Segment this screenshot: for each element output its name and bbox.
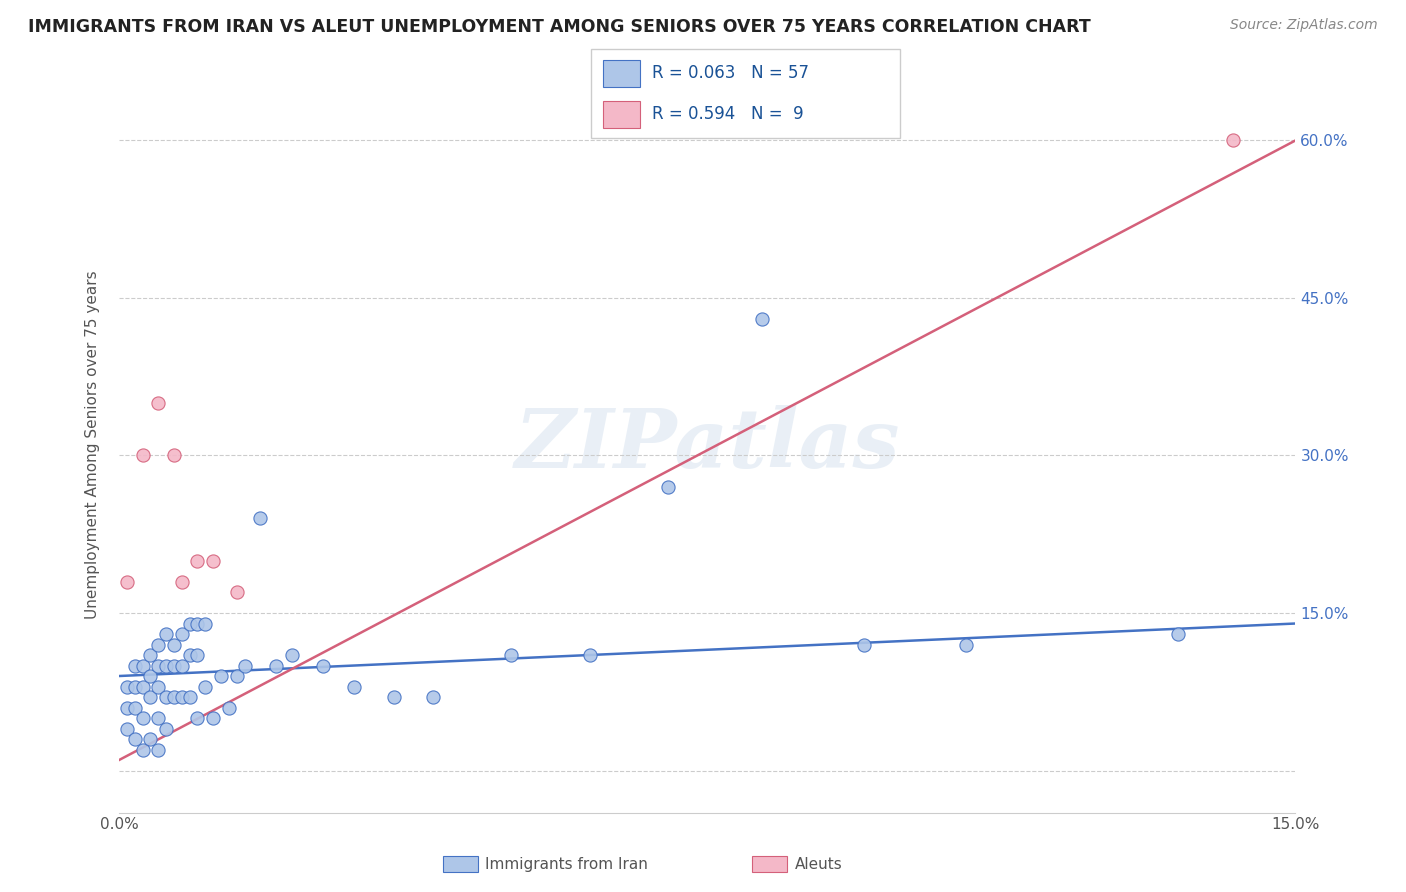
Point [225, 585, 247, 599]
Point [194, 616, 217, 631]
Point [501, 648, 523, 662]
Text: Immigrants from Iran: Immigrants from Iran [485, 857, 648, 871]
Text: R = 0.063   N = 57: R = 0.063 N = 57 [652, 64, 810, 82]
Point [115, 700, 138, 714]
Point [148, 711, 170, 725]
Point [148, 658, 170, 673]
Point [170, 658, 193, 673]
Point [578, 648, 600, 662]
Point [657, 480, 679, 494]
Point [148, 638, 170, 652]
Point [179, 616, 201, 631]
Point [186, 553, 208, 567]
Point [139, 648, 162, 662]
Point [422, 690, 444, 704]
Point [139, 669, 162, 683]
Point [148, 680, 170, 694]
Point [124, 658, 146, 673]
Point [225, 669, 247, 683]
Point [343, 680, 366, 694]
Point [115, 574, 138, 589]
Point [179, 648, 201, 662]
Point [186, 711, 208, 725]
Point [163, 449, 186, 463]
Point [131, 742, 153, 756]
Point [186, 648, 208, 662]
Point [163, 690, 186, 704]
Point [148, 742, 170, 756]
FancyBboxPatch shape [603, 60, 640, 87]
Text: Aleuts: Aleuts [794, 857, 842, 871]
Text: Source: ZipAtlas.com: Source: ZipAtlas.com [1230, 18, 1378, 32]
Point [115, 680, 138, 694]
Point [155, 658, 177, 673]
Point [155, 722, 177, 736]
Text: IMMIGRANTS FROM IRAN VS ALEUT UNEMPLOYMENT AMONG SENIORS OVER 75 YEARS CORRELATI: IMMIGRANTS FROM IRAN VS ALEUT UNEMPLOYME… [28, 18, 1091, 36]
Point [233, 658, 256, 673]
Point [163, 658, 186, 673]
Point [131, 658, 153, 673]
Point [124, 732, 146, 747]
Point [170, 627, 193, 641]
Point [155, 690, 177, 704]
Point [853, 638, 876, 652]
Point [280, 648, 302, 662]
Point [194, 680, 217, 694]
Point [124, 700, 146, 714]
Point [186, 616, 208, 631]
Point [955, 638, 977, 652]
Point [139, 732, 162, 747]
Point [751, 312, 773, 326]
Text: R = 0.594   N =  9: R = 0.594 N = 9 [652, 105, 804, 123]
Point [202, 711, 225, 725]
Point [312, 658, 335, 673]
Point [131, 449, 153, 463]
Point [124, 680, 146, 694]
Point [115, 722, 138, 736]
FancyBboxPatch shape [603, 101, 640, 128]
Point [218, 700, 240, 714]
Point [179, 690, 201, 704]
Y-axis label: Unemployment Among Seniors over 75 years: Unemployment Among Seniors over 75 years [86, 270, 100, 619]
Point [139, 690, 162, 704]
Point [131, 711, 153, 725]
Point [170, 574, 193, 589]
Point [382, 690, 405, 704]
Point [155, 627, 177, 641]
Point [163, 638, 186, 652]
Point [1167, 627, 1189, 641]
Point [202, 553, 225, 567]
Point [148, 396, 170, 410]
FancyBboxPatch shape [591, 49, 900, 138]
Point [1222, 133, 1244, 147]
Text: ZIPatlas: ZIPatlas [515, 405, 900, 485]
Point [249, 511, 271, 525]
Point [170, 690, 193, 704]
Point [209, 669, 232, 683]
Point [264, 658, 287, 673]
Point [131, 680, 153, 694]
